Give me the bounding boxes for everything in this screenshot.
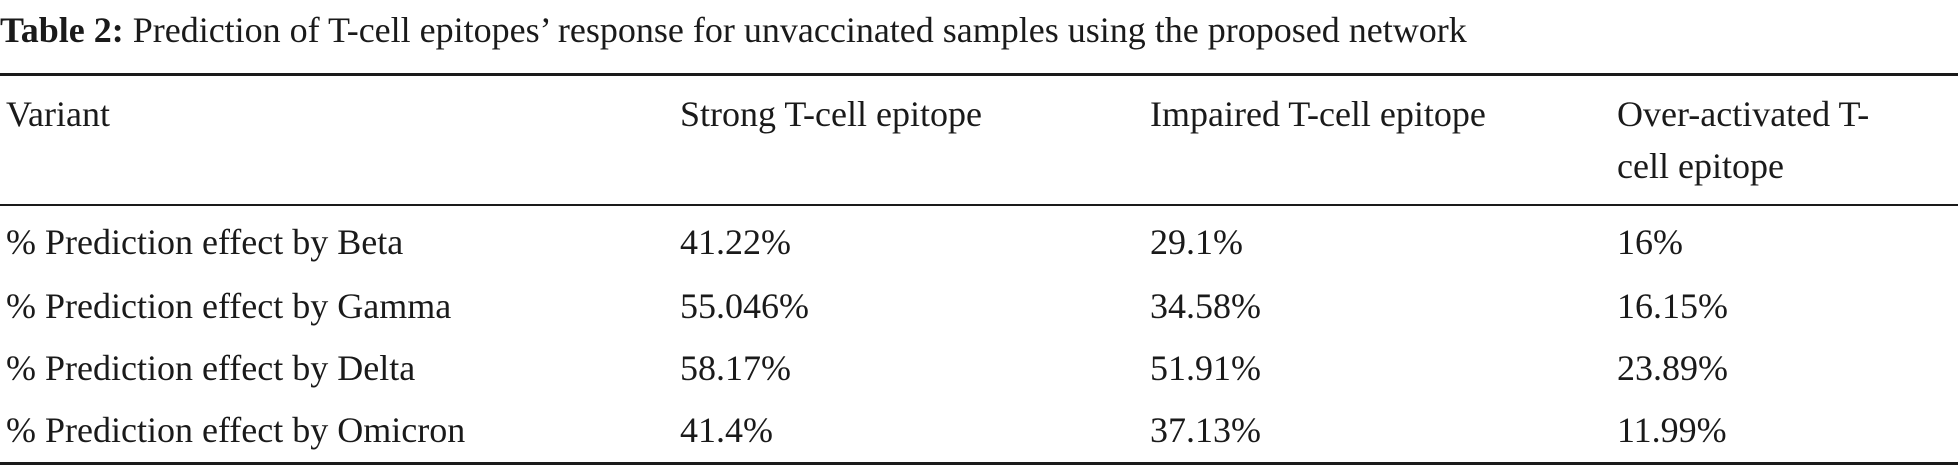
table-cell: 51.91% xyxy=(1150,348,1261,388)
column-header-over-activated: Over-activated T- cell epitope xyxy=(1617,94,1870,186)
table-caption-label: Table 2: xyxy=(0,10,124,50)
table-cell: 37.13% xyxy=(1150,410,1261,450)
column-header-strong: Strong T-cell epitope xyxy=(680,94,982,134)
table-cell: 55.046% xyxy=(680,286,809,326)
column-header-impaired: Impaired T-cell epitope xyxy=(1150,94,1486,134)
table-header-rule xyxy=(0,204,1958,206)
table-cell: 29.1% xyxy=(1150,222,1243,262)
table-cell: % Prediction effect by Delta xyxy=(6,348,416,388)
table-caption: Table 2: Prediction of T-cell epitopes’ … xyxy=(0,6,1467,54)
column-header-variant: Variant xyxy=(6,94,110,134)
table-cell: 41.22% xyxy=(680,222,791,262)
table-top-rule xyxy=(0,73,1958,76)
table-cell: 11.99% xyxy=(1617,410,1727,450)
table-cell: % Prediction effect by Gamma xyxy=(6,286,452,326)
table-cell: % Prediction effect by Omicron xyxy=(6,410,466,450)
table-cell: 58.17% xyxy=(680,348,791,388)
table-caption-text: Prediction of T-cell epitopes’ response … xyxy=(123,10,1467,50)
table-cell: 23.89% xyxy=(1617,348,1728,388)
table-cell: 41.4% xyxy=(680,410,773,450)
table-bottom-rule xyxy=(0,462,1958,465)
table-cell: 16% xyxy=(1617,222,1683,262)
table-cell: 16.15% xyxy=(1617,286,1728,326)
table-cell: % Prediction effect by Beta xyxy=(6,222,404,262)
table-cell: 34.58% xyxy=(1150,286,1261,326)
